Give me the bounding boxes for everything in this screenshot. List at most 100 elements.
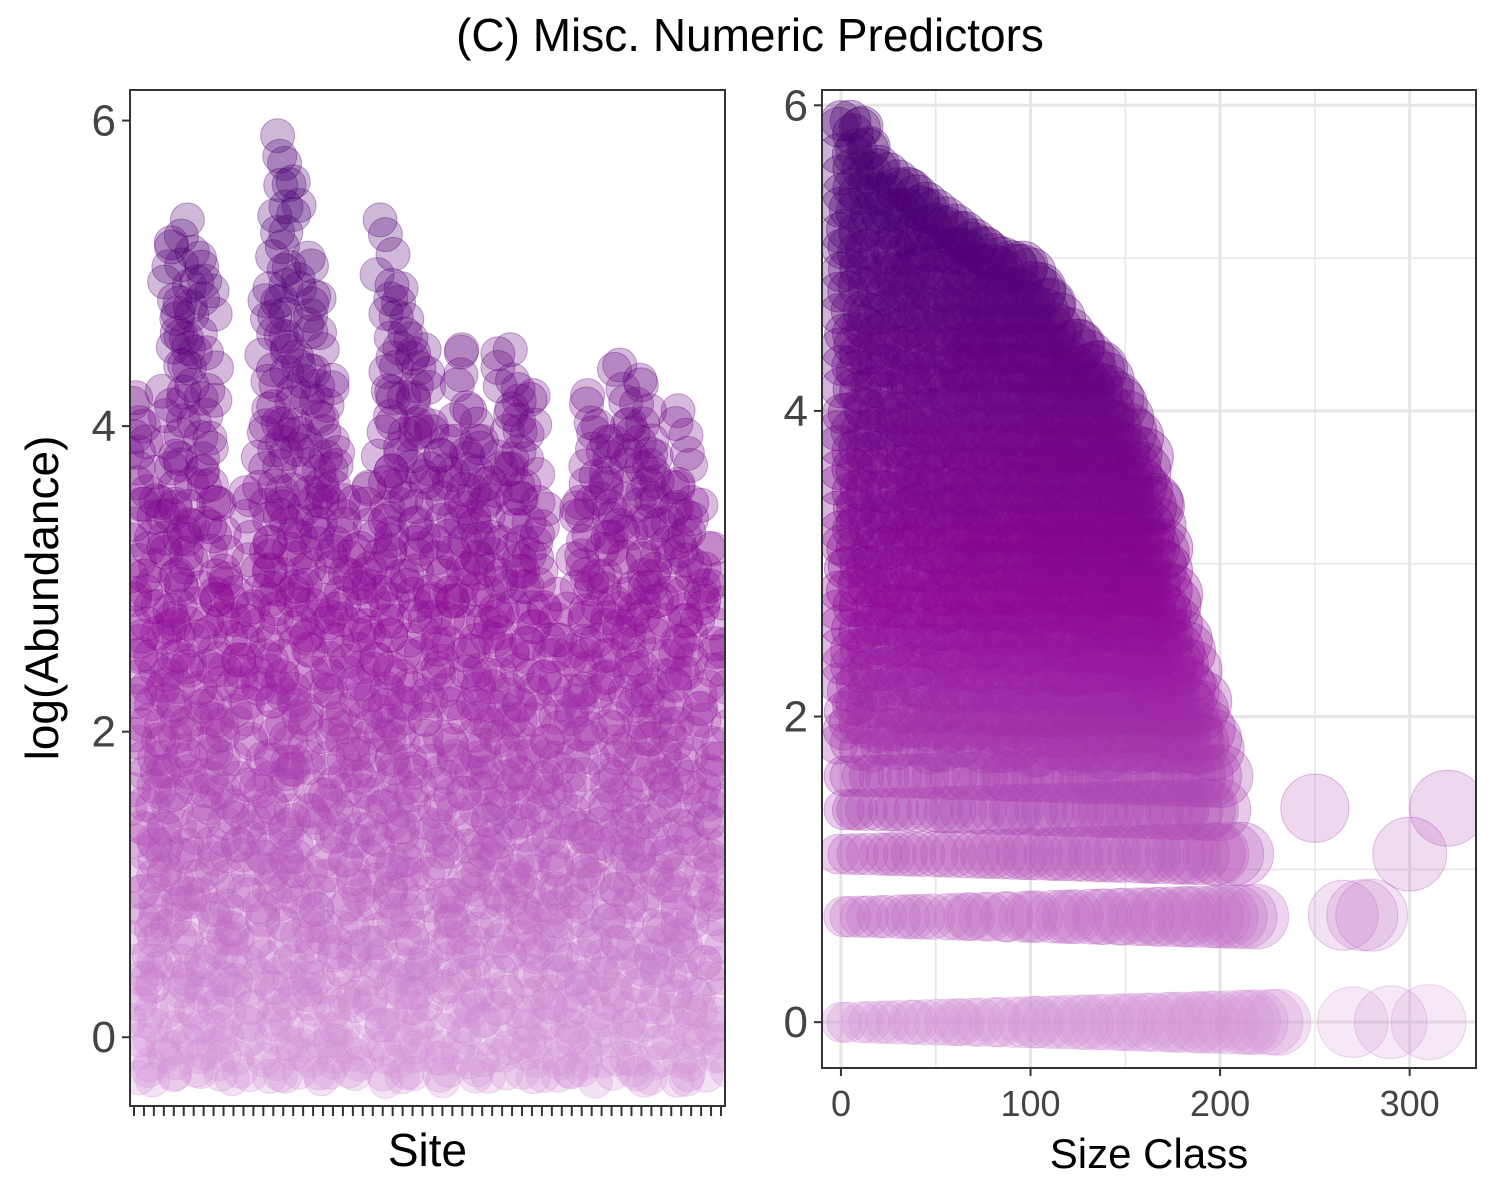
left-data-point (265, 676, 301, 712)
left-data-point (240, 666, 276, 702)
left-data-point (265, 706, 301, 742)
left-data-point (344, 588, 380, 624)
right-data-point (1057, 518, 1114, 574)
left-data-point (620, 944, 656, 980)
right-data-point (1065, 582, 1122, 639)
right-data-point (1130, 712, 1191, 773)
left-data-point (594, 531, 630, 567)
right-data-point (920, 569, 969, 617)
left-data-point (289, 306, 325, 342)
left-data-point (484, 1021, 520, 1057)
left-data-point (602, 507, 637, 543)
left-data-point (543, 805, 579, 841)
right-data-point (835, 528, 878, 571)
right-data-point (939, 686, 988, 735)
left-data-point (520, 485, 556, 520)
left-data-point (660, 890, 696, 926)
left-data-point (446, 471, 482, 507)
right-data-point (857, 269, 901, 313)
left-data-point (245, 939, 280, 974)
right-data-point (1087, 370, 1145, 429)
left-data-point (624, 673, 660, 709)
right-data-point (969, 268, 1020, 319)
left-data-point (410, 1026, 446, 1062)
left-data-point (581, 589, 616, 625)
left-data-point (262, 994, 298, 1030)
left-data-point (419, 766, 455, 802)
right-data-point (1046, 715, 1102, 771)
left-data-point (180, 673, 216, 709)
right-outlier-point (1280, 773, 1350, 843)
left-data-point (146, 753, 181, 789)
left-data-point (499, 754, 535, 790)
right-data-point (940, 448, 989, 497)
left-data-point (252, 552, 288, 588)
left-data-point (449, 451, 485, 487)
left-data-point (210, 859, 246, 894)
left-data-point (406, 615, 442, 651)
right-data-point (1048, 889, 1104, 945)
left-data-point (707, 683, 725, 719)
left-data-point (416, 599, 452, 635)
left-data-point (515, 1059, 551, 1095)
right-data-point (1147, 634, 1209, 696)
left-data-point (393, 990, 429, 1025)
right-data-point (1164, 991, 1226, 1054)
left-data-point (573, 484, 609, 520)
left-data-point (476, 1037, 512, 1073)
left-data-point (257, 432, 293, 468)
right-data-point (827, 545, 870, 588)
left-data-point (562, 485, 598, 520)
right-data-point (822, 212, 861, 254)
right-data-point (838, 426, 881, 469)
right-data-point (1124, 779, 1184, 840)
right-data-point (1149, 700, 1212, 762)
left-data-point (315, 533, 351, 569)
left-data-point (130, 618, 160, 654)
left-data-point (645, 760, 681, 796)
left-data-point (511, 1023, 547, 1058)
left-data-point (295, 503, 330, 539)
left-data-point (553, 673, 589, 709)
right-data-point (937, 467, 986, 516)
left-data-point (364, 993, 400, 1029)
left-data-point (650, 525, 686, 561)
right-data-point (1107, 541, 1166, 601)
right-data-point (903, 305, 950, 352)
left-data-point (622, 836, 658, 872)
right-data-point (1122, 655, 1182, 716)
right-data-point (846, 626, 890, 670)
left-data-point (640, 951, 676, 987)
right-data-point (1053, 994, 1110, 1050)
left-data-point (489, 759, 525, 795)
left-data-point (408, 701, 444, 737)
right-data-point (951, 269, 1001, 319)
right-data-point (914, 422, 962, 470)
right-data-point (1022, 277, 1077, 331)
left-data-point (306, 414, 342, 450)
left-data-point (154, 450, 190, 486)
right-data-point (874, 546, 920, 592)
right-data-point (991, 266, 1044, 319)
left-data-point (596, 351, 632, 387)
right-data-point (955, 380, 1005, 430)
left-data-point (366, 414, 402, 450)
left-data-point (671, 990, 707, 1026)
left-data-point (479, 903, 515, 939)
left-data-point (459, 406, 495, 442)
right-y-tick-label: 0 (784, 998, 808, 1047)
left-data-point (483, 954, 519, 990)
right-data-point (899, 831, 946, 877)
right-data-point (956, 507, 1006, 557)
left-data-point (668, 1061, 704, 1097)
right-data-point (919, 604, 967, 652)
right-outlier-point (1317, 986, 1389, 1058)
left-data-point (543, 784, 578, 819)
right-data-point (855, 709, 899, 754)
right-data-point (970, 686, 1022, 737)
left-data-point (241, 670, 277, 706)
left-data-point (678, 702, 714, 738)
left-data-point (394, 777, 430, 813)
left-data-point (221, 642, 257, 678)
left-data-point (462, 652, 498, 688)
